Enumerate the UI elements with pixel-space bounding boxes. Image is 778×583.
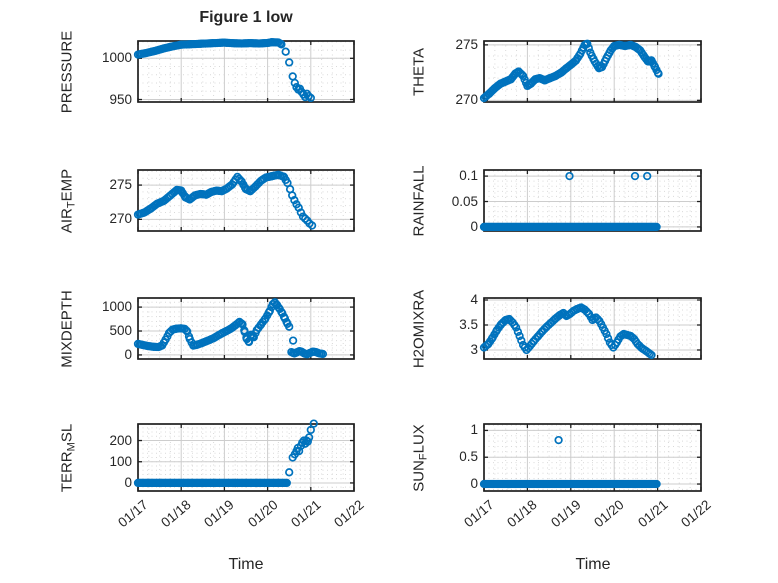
series-rainfall <box>479 171 661 232</box>
y-label-text: MIXDEPTH <box>58 289 76 368</box>
y-tick-label: 275 <box>109 177 132 193</box>
y-label-text: EMP <box>58 168 76 201</box>
y-label-text: SUN <box>410 459 428 492</box>
y-tick-label: 1000 <box>101 50 132 66</box>
series-terr-msl <box>133 419 318 488</box>
y-label-subscript: F <box>417 452 430 460</box>
y-label-text: TERR <box>58 450 76 492</box>
y-tick-label: 0.1 <box>459 168 478 184</box>
y-tick-label: 500 <box>109 323 132 338</box>
y-label-mixdepth: MIXDEPTH <box>59 290 76 368</box>
y-label-theta: THETA <box>411 47 428 95</box>
plot-area-air-temp <box>133 169 355 232</box>
y-tick-label: 100 <box>109 453 132 469</box>
y-label-text: AIR <box>58 207 76 233</box>
plot-area-pressure <box>133 38 355 103</box>
y-tick-label: 3 <box>470 342 478 357</box>
plot-area-sun-flux <box>479 423 702 492</box>
y-tick-label: 0 <box>470 218 478 234</box>
x-axis-title-left: Time <box>228 556 264 573</box>
y-label-subscript: M <box>65 441 78 451</box>
y-tick-label: 4 <box>470 292 478 307</box>
y-tick-label: 0.05 <box>451 193 478 209</box>
y-tick-label: 270 <box>455 92 478 108</box>
series-air-temp <box>133 170 317 230</box>
y-label-terr-msl: TERRMSL <box>58 423 78 492</box>
y-label-air-temp: AIRTEMP <box>58 168 78 233</box>
y-tick-label: 950 <box>109 91 132 107</box>
plot-area-rainfall <box>479 169 702 232</box>
y-tick-label: 0 <box>124 346 132 362</box>
y-tick-label: 200 <box>109 432 132 448</box>
y-label-rainfall: RAINFALL <box>411 165 428 236</box>
y-label-h2omixra: H2OMIXRA <box>411 289 428 367</box>
series-theta <box>479 39 663 103</box>
y-label-sun-flux: SUNFLUX <box>410 423 430 492</box>
y-tick-label: 0 <box>470 476 478 492</box>
figure-title: Figure 1 low <box>199 9 293 26</box>
plot-area-h2omixra <box>479 297 702 360</box>
y-label-text: LUX <box>410 423 428 453</box>
y-label-pressure: PRESSURE <box>59 30 76 113</box>
y-tick-label: 0 <box>124 474 132 490</box>
y-label-text: H2OMIXRA <box>410 289 428 368</box>
series-sun-flux <box>479 435 661 489</box>
series-h2omixra <box>479 303 656 360</box>
y-label-text: THETA <box>410 47 428 96</box>
y-label-subscript: T <box>65 200 78 208</box>
plot-area-terr-msl <box>133 419 355 492</box>
plot-area-theta <box>479 39 702 103</box>
y-tick-label: 270 <box>109 211 132 227</box>
y-label-text: RAINFALL <box>410 165 428 236</box>
y-tick-label: 3.5 <box>459 317 478 332</box>
y-label-text: PRESSURE <box>58 30 76 113</box>
y-tick-label: 1 <box>470 422 478 438</box>
y-tick-label: 1000 <box>101 299 132 315</box>
x-axis-title-right: Time <box>575 556 611 573</box>
y-tick-label: 275 <box>455 36 478 52</box>
y-tick-label: 0.5 <box>459 449 478 465</box>
plot-area-mixdepth <box>133 297 355 360</box>
series-pressure <box>133 38 315 103</box>
y-label-text: SL <box>58 423 76 442</box>
series-mixdepth <box>133 298 328 359</box>
